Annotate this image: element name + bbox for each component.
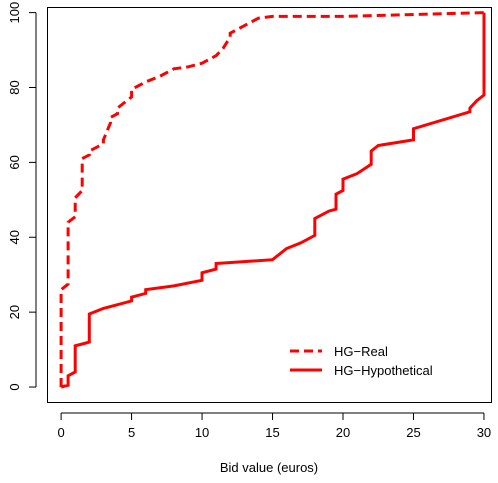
y-tick-label: 60 <box>7 155 22 169</box>
y-tick-label: 100 <box>7 2 22 24</box>
x-tick-label: 25 <box>406 425 420 440</box>
x-tick-label: 0 <box>57 425 64 440</box>
x-axis-title: Bid value (euros) <box>220 460 318 475</box>
x-tick-label: 30 <box>477 425 491 440</box>
series-line-hg-real <box>59 11 486 387</box>
series-layer <box>59 11 486 389</box>
series-line-hg-hypothetical <box>60 12 486 389</box>
y-tick-label: 20 <box>7 305 22 319</box>
x-tick-label: 5 <box>128 425 135 440</box>
y-tick-label: 40 <box>7 230 22 244</box>
x-tick-label: 20 <box>336 425 350 440</box>
y-tick-label: 0 <box>7 383 22 390</box>
x-tick-label: 10 <box>195 425 209 440</box>
y-tick-label: 80 <box>7 80 22 94</box>
legend-label-hg-real: HG−Real <box>334 344 388 359</box>
plot-frame <box>47 7 492 403</box>
x-tick-label: 15 <box>265 425 279 440</box>
x-axis: 0 5 10 15 20 25 30 <box>57 412 491 440</box>
y-axis: 0 20 40 60 80 100 <box>7 2 37 391</box>
legend-label-hg-hypothetical: HG−Hypothetical <box>334 363 433 378</box>
legend: HG−Real HG−Hypothetical <box>290 344 433 378</box>
